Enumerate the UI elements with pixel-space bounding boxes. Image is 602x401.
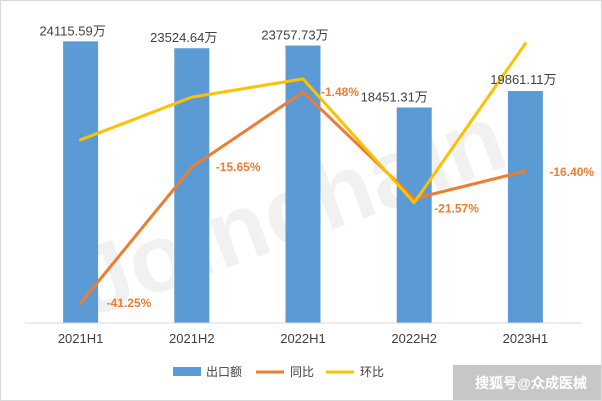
legend-swatch-bar — [173, 367, 201, 376]
legend-label-bar: 出口额 — [206, 365, 242, 379]
legend-label-mom: 环比 — [360, 365, 384, 379]
credit-background — [453, 365, 601, 400]
mom-line — [79, 42, 527, 205]
category-label: 2022H2 — [391, 331, 437, 346]
bar-2022H1 — [285, 45, 321, 324]
bar-value-label: 23757.73万 — [261, 28, 328, 43]
yoy-value-label: -15.65% — [216, 160, 261, 174]
category-label: 2023H1 — [503, 331, 549, 346]
bar-2021H2 — [174, 48, 210, 323]
category-labels-group: 2021H1 2021H2 2022H1 2022H2 2023H1 — [58, 331, 548, 346]
yoy-value-label: -1.48% — [321, 85, 359, 99]
category-label: 2022H1 — [280, 331, 326, 346]
bar-value-label: 19861.11万 — [490, 72, 556, 87]
bar-value-label: 18451.31万 — [361, 89, 428, 104]
bar-2022H2 — [396, 107, 432, 323]
legend-label-yoy: 同比 — [290, 365, 314, 379]
yoy-value-label: -21.57% — [434, 202, 479, 216]
credit-text: 搜狐号@众成医械 — [475, 375, 587, 391]
category-label: 2021H1 — [58, 331, 104, 346]
labels-group: 24115.59万 23524.64万 23757.73万 18451.31万 1986… — [39, 23, 594, 310]
yoy-value-label: -16.40% — [549, 165, 594, 179]
bar-2023H1 — [507, 91, 543, 323]
bar-2021H1 — [63, 41, 99, 324]
lines-group — [79, 42, 527, 305]
bar-value-label: 23524.64万 — [150, 30, 217, 45]
bar-value-label: 24115.59万 — [39, 23, 105, 38]
category-label: 2021H2 — [169, 331, 215, 346]
yoy-line — [79, 90, 527, 305]
yoy-value-label: -41.25% — [107, 296, 152, 310]
legend: 出口额 同比 环比 — [173, 365, 384, 379]
